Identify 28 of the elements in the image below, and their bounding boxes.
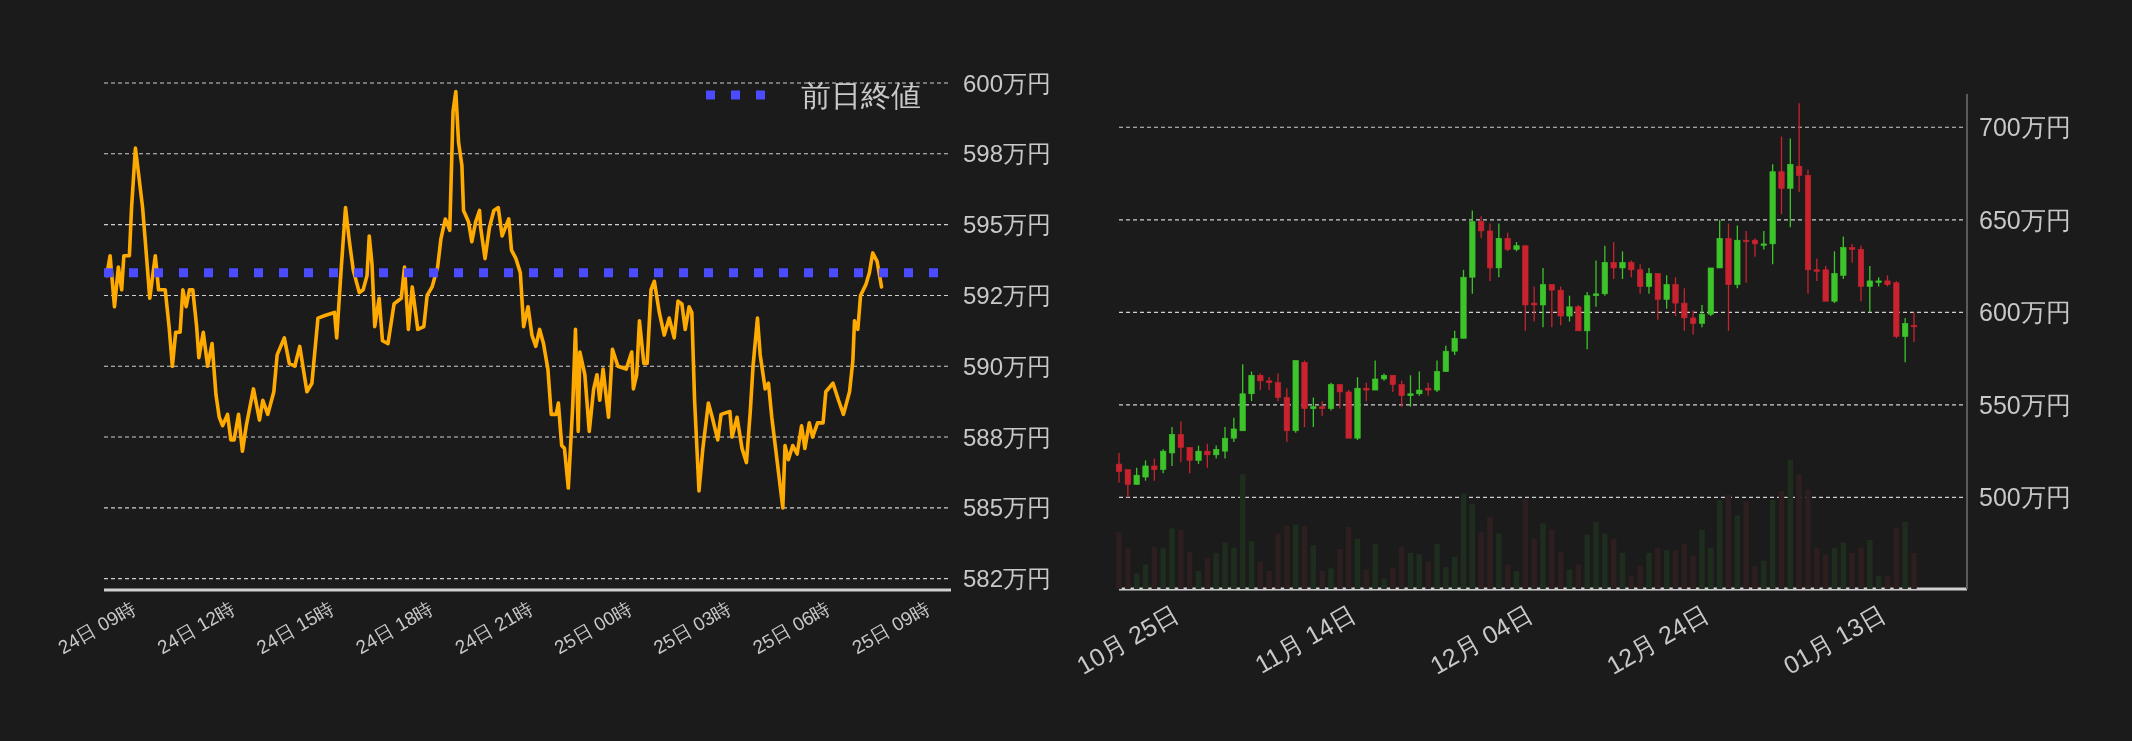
y-tick-label: 500万円 <box>1979 483 2071 512</box>
x-tick-label: 25日 09時 <box>848 597 934 659</box>
x-tick-label: 25日 06時 <box>749 597 834 659</box>
y-tick-label: 700万円 <box>1979 113 2071 142</box>
y-tick-label: 582万円 <box>963 565 1052 593</box>
y-tick-label: 550万円 <box>1979 390 2071 419</box>
x-tick-label: 24日 15時 <box>253 597 338 659</box>
y-tick-label: 588万円 <box>963 423 1052 451</box>
x-tick-label: 11月 14日 <box>1250 599 1361 679</box>
y-tick-label: 595万円 <box>963 211 1052 239</box>
y-tick-label: 598万円 <box>963 140 1052 168</box>
x-tick-label: 25日 00時 <box>550 597 636 659</box>
y-tick-label: 600万円 <box>1979 298 2071 327</box>
x-tick-label: 12月 04日 <box>1425 599 1537 680</box>
y-tick-label: 592万円 <box>963 281 1052 309</box>
x-tick-label: 24日 12時 <box>153 597 239 659</box>
x-tick-label: 24日 09時 <box>54 597 140 659</box>
x-tick-label: 01月 13日 <box>1778 599 1890 680</box>
x-tick-label: 24日 18時 <box>352 597 437 659</box>
y-tick-label: 585万円 <box>963 494 1052 522</box>
legend-label: 前日終値 <box>801 78 921 112</box>
x-tick-label: 24日 21時 <box>451 597 537 659</box>
y-tick-label: 650万円 <box>1979 205 2071 234</box>
y-tick-label: 600万円 <box>963 69 1052 97</box>
x-tick-label: 10月 25日 <box>1071 599 1184 680</box>
y-tick-label: 590万円 <box>963 352 1052 380</box>
x-tick-label: 25日 03時 <box>650 597 735 659</box>
x-tick-label: 12月 24日 <box>1601 599 1714 680</box>
